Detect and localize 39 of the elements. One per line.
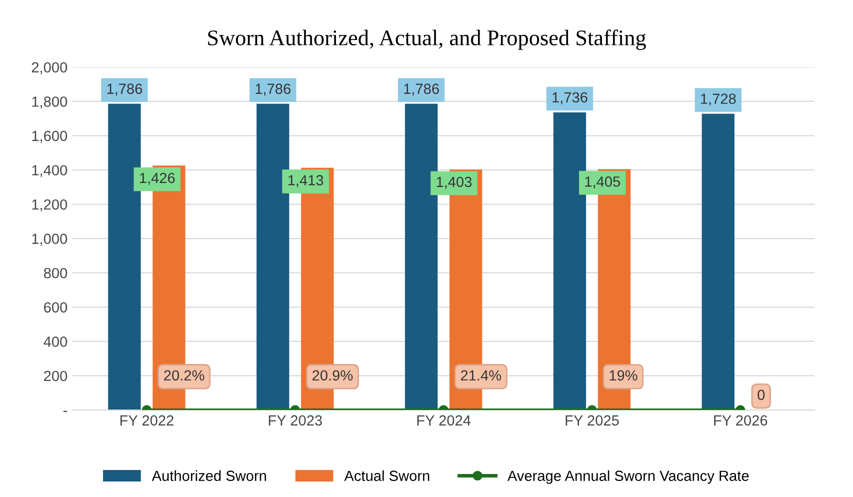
- data-label: 0: [758, 390, 765, 400]
- legend-label: Authorized Sworn: [152, 470, 266, 481]
- data-label: 1,736: [552, 92, 588, 104]
- data-label: 19%: [610, 370, 638, 381]
- bar: [404, 104, 438, 410]
- bar: [256, 104, 290, 410]
- x-tick-label: FY 2024: [417, 415, 471, 426]
- data-label: 1,786: [107, 84, 142, 96]
- data-label: 20.9%: [312, 370, 353, 381]
- bar: [702, 114, 734, 410]
- y-tick-label: 1,600: [32, 130, 68, 143]
- data-label: 1,426: [140, 172, 175, 185]
- legend-label: Average Annual Sworn Vacancy Rate: [507, 470, 749, 484]
- data-label: 1,786: [256, 84, 290, 96]
- y-tick-label: 600: [44, 302, 68, 313]
- x-tick-label: FY 2026: [714, 415, 768, 426]
- data-label: 1,403: [436, 176, 472, 189]
- chart-title: Sworn Authorized, Actual, and Proposed Staffing: [208, 30, 646, 50]
- y-tick-label: 1,800: [32, 96, 68, 109]
- y-tick-label: 2,000: [32, 62, 68, 74]
- data-label: 1,405: [585, 176, 620, 188]
- y-tick-label: 1,000: [32, 234, 68, 246]
- x-tick-label: FY 2023: [268, 415, 322, 426]
- data-label: 20.2%: [164, 370, 204, 381]
- data-label: 1,786: [404, 84, 439, 96]
- x-tick-label: FY 2025: [566, 415, 619, 426]
- data-label: 21.4%: [460, 370, 502, 381]
- y-tick-label: -: [63, 410, 67, 412]
- y-tick-label: 1,200: [32, 199, 68, 212]
- y-tick-label: 400: [44, 336, 68, 347]
- x-tick-label: FY 2022: [120, 415, 174, 426]
- bar: [553, 112, 586, 410]
- y-tick-label: 1,400: [32, 165, 68, 178]
- data-label: 1,728: [701, 94, 736, 106]
- y-tick-label: 200: [44, 370, 68, 382]
- legend-label: Actual Sworn: [344, 470, 430, 481]
- y-tick-label: 800: [44, 268, 68, 278]
- data-label: 1,413: [288, 175, 324, 188]
- bar: [108, 104, 141, 410]
